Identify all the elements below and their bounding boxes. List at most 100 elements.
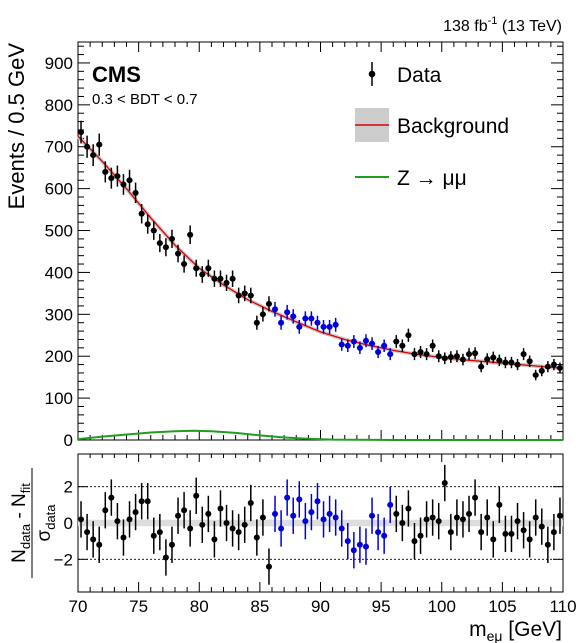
x-tick-label: 80 — [190, 597, 209, 616]
data-point — [520, 351, 527, 358]
data-point — [544, 363, 551, 370]
data-point — [181, 261, 188, 268]
legend-entry-signal: Z → μμ — [355, 167, 467, 190]
pull-point — [502, 530, 509, 537]
pull-point — [393, 510, 400, 517]
pull-label-denominator: σdata — [34, 504, 58, 542]
pull-point — [338, 525, 345, 532]
data-point — [387, 351, 394, 358]
legend-entry-background: Background — [355, 108, 509, 142]
data-point — [417, 349, 424, 356]
data-point — [156, 240, 163, 247]
data-point — [496, 357, 503, 364]
legend-background-label: Background — [397, 115, 509, 138]
pull-point — [272, 510, 279, 517]
pull-point — [526, 536, 533, 543]
pull-point — [344, 538, 351, 545]
pull-point — [332, 514, 339, 521]
pull-point — [478, 529, 485, 536]
y-tick-label-top: 0 — [64, 431, 73, 450]
data-point — [278, 319, 285, 326]
pull-point — [150, 532, 157, 539]
pull-point — [138, 498, 145, 505]
data-point — [405, 332, 412, 339]
y-tick-label-bottom: 2 — [64, 478, 73, 497]
pull-point — [387, 501, 394, 508]
data-point — [472, 350, 479, 357]
pull-point — [417, 532, 424, 539]
pull-point — [205, 510, 212, 517]
data-point — [393, 338, 400, 345]
pull-point — [193, 492, 200, 499]
data-point — [102, 168, 109, 175]
data-point — [284, 309, 291, 316]
pull-point — [405, 505, 412, 512]
pull-point — [284, 494, 291, 501]
data-point — [423, 351, 430, 358]
y-tick-label-top: 600 — [45, 180, 73, 199]
data-point — [344, 342, 351, 349]
data-point — [490, 354, 497, 361]
legend: Data Background Z → μμ — [355, 62, 509, 190]
data-point — [314, 319, 321, 326]
pull-point — [229, 525, 236, 532]
pull-label-numerator: Ndata - Nfit — [9, 483, 33, 563]
data-point — [441, 355, 448, 362]
data-point — [538, 367, 545, 374]
pull-point — [217, 505, 224, 512]
data-point — [459, 356, 466, 363]
data-point — [326, 323, 333, 330]
pull-point — [259, 514, 266, 521]
pull-point — [369, 512, 376, 519]
x-tick-label: 95 — [372, 597, 391, 616]
data-point — [259, 311, 266, 318]
pull-point — [144, 498, 151, 505]
y-tick-label-top: 500 — [45, 222, 73, 241]
data-point — [241, 290, 248, 297]
legend-signal-label: Z → μμ — [397, 167, 467, 190]
data-point — [502, 359, 509, 366]
data-point — [399, 342, 406, 349]
x-tick-label: 90 — [311, 597, 330, 616]
top-plot: 0 100 200 300 400 500 600 700 800 900 — [45, 42, 564, 450]
data-point — [235, 292, 242, 299]
data-point — [308, 315, 315, 322]
y-tick-label-top: 800 — [45, 96, 73, 115]
data-point — [96, 141, 103, 148]
pull-point — [447, 529, 454, 536]
pull-point — [235, 529, 242, 536]
data-point — [429, 342, 436, 349]
pull-point — [550, 529, 557, 536]
pull-point — [120, 534, 127, 541]
pull-point — [168, 541, 175, 548]
pull-point — [375, 529, 382, 536]
pull-point — [175, 512, 182, 519]
pull-point — [126, 516, 133, 523]
y-tick-label-bottom: 0 — [64, 514, 73, 533]
data-point — [193, 265, 200, 272]
pull-point — [362, 543, 369, 550]
x-axis-label: meμ [GeV] — [469, 618, 562, 643]
pull-point — [211, 536, 218, 543]
data-point — [296, 323, 303, 330]
pull-point — [253, 534, 260, 541]
data-point — [90, 152, 97, 159]
pull-point — [453, 514, 460, 521]
pull-point — [326, 510, 333, 517]
pull-point — [96, 541, 103, 548]
data-point — [302, 315, 309, 322]
data-point — [84, 143, 91, 150]
data-point — [369, 340, 376, 347]
pull-point — [296, 496, 303, 503]
y-tick-label-bottom: −2 — [54, 550, 73, 569]
pull-point — [544, 541, 551, 548]
data-point — [229, 275, 236, 282]
pull-point — [162, 554, 169, 561]
pull-point — [350, 547, 357, 554]
pull-point — [114, 518, 121, 525]
pull-point — [520, 527, 527, 534]
pull-point — [78, 516, 85, 523]
pull-point — [187, 525, 194, 532]
pull-point — [278, 525, 285, 532]
pull-point — [496, 501, 503, 508]
